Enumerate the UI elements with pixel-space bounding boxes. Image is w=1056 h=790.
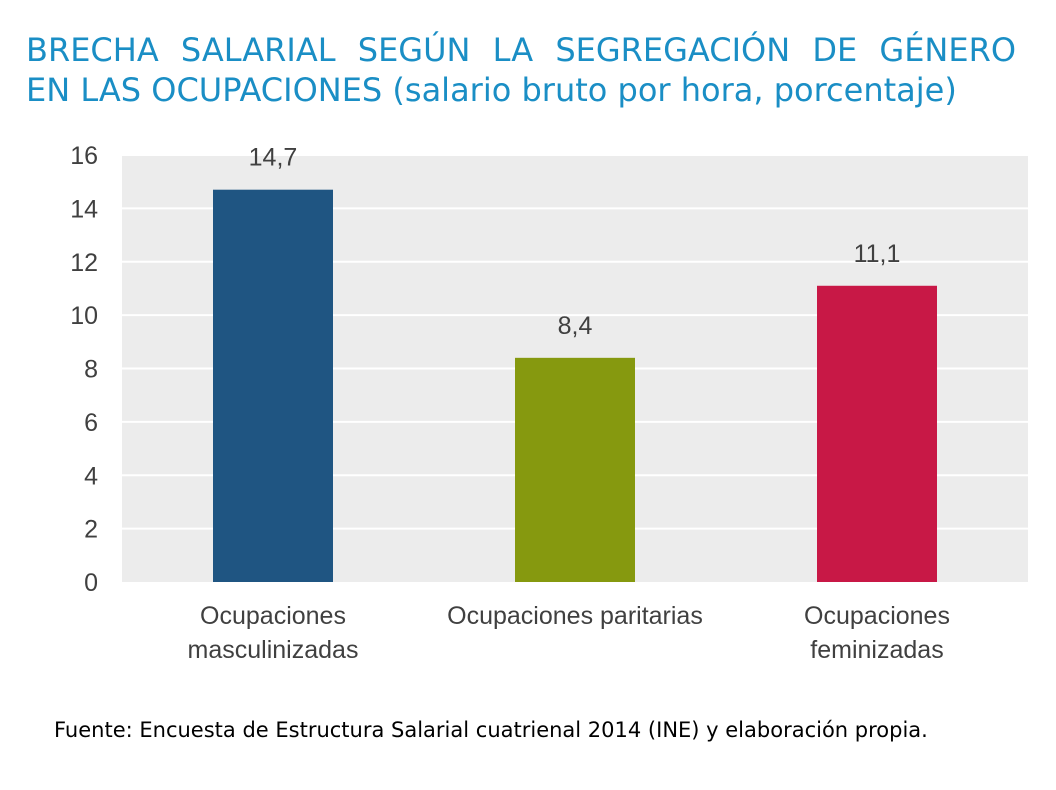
y-tick-label: 8 <box>84 356 98 384</box>
x-tick-label-line: feminizadas <box>810 636 943 664</box>
x-tick-label: Ocupaciones feminizadas <box>804 602 950 664</box>
y-tick-label: 14 <box>70 195 98 223</box>
chart-title-line-2: EN LAS OCUPACIONES (salario bruto por ho… <box>26 71 957 109</box>
y-tick-label: 6 <box>84 409 98 437</box>
x-tick-label: Ocupaciones paritarias <box>447 602 703 630</box>
source-note: Fuente: Encuesta de Estructura Salarial … <box>54 718 928 742</box>
x-tick-label: Ocupaciones masculinizadas <box>188 602 359 664</box>
x-tick-label-line: Ocupaciones paritarias <box>447 602 703 630</box>
data-label: 11,1 <box>854 240 901 268</box>
y-tick-label: 10 <box>70 302 98 330</box>
bar-chart: 0 2 4 6 8 10 12 14 16 14,7 Ocupaciones masculinizad… <box>70 142 1028 664</box>
data-label: 14,7 <box>249 144 298 172</box>
y-tick-label: 16 <box>70 142 98 170</box>
x-tick-label-line: Ocupaciones <box>200 602 346 630</box>
y-tick-label: 0 <box>84 569 98 597</box>
chart-title: BRECHA SALARIAL SEGÚN LA SEGREGACIÓN DE … <box>26 30 1016 110</box>
y-tick-label: 2 <box>84 516 98 544</box>
data-label: 8,4 <box>558 312 593 340</box>
bar <box>515 357 635 582</box>
bar <box>817 285 937 582</box>
x-tick-label-line: Ocupaciones <box>804 602 950 630</box>
bar <box>213 189 333 582</box>
y-tick-label: 4 <box>84 462 98 490</box>
x-tick-label-line: masculinizadas <box>188 636 359 664</box>
y-tick-label: 12 <box>70 249 98 277</box>
chart-title-line-1: BRECHA SALARIAL SEGÚN LA SEGREGACIÓN DE … <box>26 31 1016 69</box>
